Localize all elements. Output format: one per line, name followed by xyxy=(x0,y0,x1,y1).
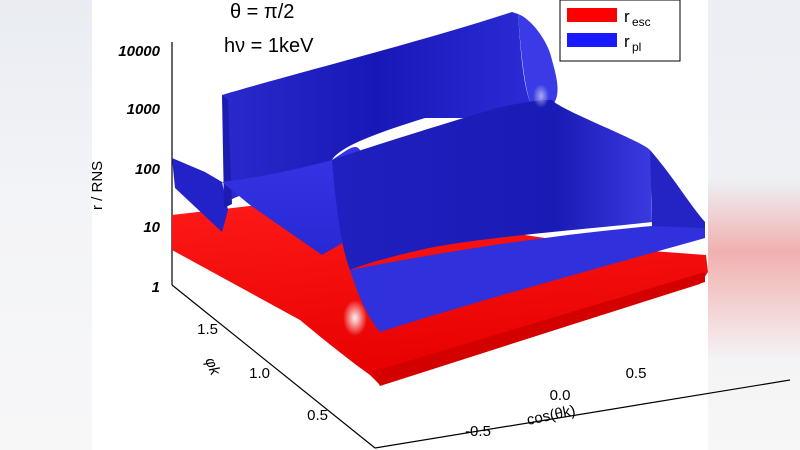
legend-label-r-pl-main: r xyxy=(624,32,630,51)
surface-r-pl-left-flank xyxy=(172,158,228,232)
surface-r-pl-back-sliver xyxy=(222,95,232,208)
legend-swatch-r-pl xyxy=(567,33,617,47)
surface-r-pl-middle-floor xyxy=(222,147,360,255)
surface-r-pl-front-wall xyxy=(332,100,652,270)
title-line-theta: θ = π/2 xyxy=(230,1,294,23)
z-axis-line xyxy=(171,284,376,449)
surface-r-pl-back-wall xyxy=(222,12,530,200)
surface-r-esc-front-edge xyxy=(372,272,705,386)
z-tick-label: 0.5 xyxy=(307,407,328,424)
legend: r esc r pl xyxy=(559,0,681,62)
surface-r-pl-front-floor xyxy=(350,226,705,332)
x-tick-label: 0.0 xyxy=(550,387,571,404)
x-tick-label: -0.5 xyxy=(465,423,491,440)
z-axis-label: φk xyxy=(201,355,224,379)
y-tick-label: 1 xyxy=(152,279,160,296)
left-background-blur xyxy=(0,0,92,450)
y-tick-label: 100 xyxy=(135,161,161,178)
z-tick-label: 1.5 xyxy=(197,321,218,338)
y-tick-label: 10 xyxy=(143,219,160,236)
surface-r-pl-front-right xyxy=(650,150,705,233)
surface-r-pl-back-right xyxy=(518,14,558,110)
legend-label-r-esc-main: r xyxy=(624,7,630,26)
y-tick-label: 1000 xyxy=(127,101,161,118)
legend-swatch-r-esc xyxy=(567,8,617,22)
x-axis-label: cos(θk) xyxy=(525,402,577,429)
z-tick-label: 1.0 xyxy=(249,365,270,382)
surface-highlight-front xyxy=(343,300,367,336)
y-axis-label: r / RNS xyxy=(89,161,106,210)
legend-label-r-esc-sub: esc xyxy=(632,15,651,29)
y-tick-label: 10000 xyxy=(118,43,160,60)
legend-label-r-pl-sub: pl xyxy=(632,40,641,54)
surface-highlight-back xyxy=(533,84,549,108)
x-axis-line xyxy=(374,379,791,449)
x-tick-label: 0.5 xyxy=(626,365,647,382)
title-line-energy: hν = 1keV xyxy=(224,35,314,57)
right-background-blur xyxy=(708,0,800,450)
